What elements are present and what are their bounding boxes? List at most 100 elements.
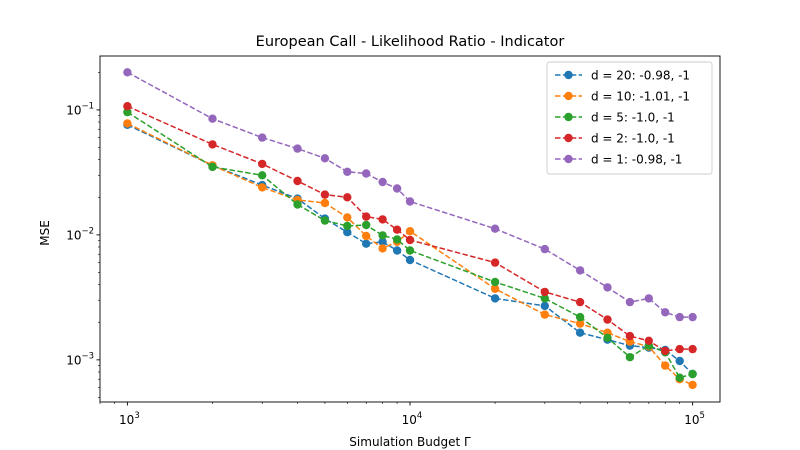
x-tick-label-2-exponent: 4 [417, 411, 422, 421]
data-point-s5-12 [540, 244, 549, 254]
data-point-s3-11 [490, 277, 500, 287]
data-point-s4-1 [123, 102, 132, 111]
x-tick-label-2: 104 [402, 411, 423, 427]
data-point-s5-17 [661, 308, 670, 317]
y-tick-label-3-exponent: −1 [81, 101, 94, 111]
data-point-s4-2 [208, 140, 217, 149]
data-point-s3-5 [320, 216, 330, 225]
data-point-s3-3 [258, 171, 267, 180]
data-point-s2-10 [405, 227, 415, 236]
data-point-s1-7 [362, 239, 371, 248]
data-point-s4-15 [625, 331, 635, 341]
y-axis-label: MSE [38, 220, 52, 246]
data-point-s1-12 [540, 301, 549, 311]
y-tick-label-2: 10−2 [66, 226, 94, 242]
data-point-s3-14 [603, 333, 612, 342]
data-point-s4-17 [661, 346, 670, 356]
y-tick-label-3: 10−1 [66, 101, 94, 117]
data-point-s1-13 [575, 328, 585, 337]
legend-label-3: d = 5: -1.0, -1 [591, 110, 675, 124]
data-point-s1-8 [378, 237, 387, 246]
legend-label-5: d = 1: -0.98, -1 [591, 152, 682, 166]
legend-label-2: d = 10: -1.01, -1 [591, 89, 690, 103]
data-point-s5-1 [123, 68, 132, 77]
data-point-s2-7 [362, 231, 371, 241]
data-point-s3-2 [208, 162, 217, 172]
data-point-s4-4 [293, 176, 302, 186]
data-point-s5-7 [362, 169, 371, 178]
data-point-s4-6 [343, 193, 352, 202]
legend-box [546, 61, 713, 175]
data-point-s4-10 [405, 235, 415, 245]
chart-title: European Call - Likelihood Ratio - Indic… [256, 34, 565, 50]
y-tick-label-1-base: 10 [66, 353, 81, 367]
data-point-s2-19 [688, 380, 697, 390]
y-tick-label-2-exponent: −2 [81, 226, 94, 236]
y-tick-label-1: 10−3 [66, 351, 94, 367]
data-point-s4-8 [378, 215, 387, 224]
data-point-s4-19 [688, 344, 697, 354]
data-point-s3-18 [675, 373, 684, 382]
data-point-s3-6 [343, 221, 352, 231]
data-point-s1-9 [392, 246, 402, 255]
legend-marker-2 [564, 91, 573, 101]
x-tick-label-3-exponent: 5 [700, 411, 705, 421]
data-point-s5-2 [208, 114, 217, 123]
legend: d = 20: -0.98, -1 d = 10: -1.01, -1 d = 5:… [546, 61, 713, 175]
data-point-s3-15 [625, 353, 635, 362]
legend-marker-5 [564, 154, 573, 164]
x-tick-label-1: 103 [119, 411, 140, 427]
data-point-s1-10 [405, 255, 415, 265]
data-point-s2-11 [490, 284, 500, 293]
data-point-s2-17 [661, 361, 670, 370]
data-point-s5-8 [378, 177, 387, 187]
data-point-s5-16 [644, 294, 653, 303]
x-axis-label: Simulation Budget Γ [349, 435, 471, 449]
y-tick-label-3-base: 10 [66, 103, 81, 117]
legend-marker-3 [564, 112, 573, 122]
data-point-s4-14 [603, 315, 612, 324]
data-point-s1-6 [343, 228, 352, 237]
legend-marker-4 [564, 133, 573, 143]
data-point-s2-13 [575, 319, 585, 328]
data-point-s1-11 [490, 294, 500, 303]
data-point-s5-18 [675, 312, 684, 322]
x-tick-label-2-base: 10 [402, 413, 417, 427]
data-point-s3-9 [392, 235, 402, 244]
data-point-s4-18 [675, 344, 684, 354]
plot-area [123, 68, 697, 390]
data-point-s2-5 [320, 198, 330, 208]
data-point-s4-9 [392, 225, 402, 234]
data-point-s3-4 [293, 200, 302, 209]
data-point-s3-7 [362, 220, 371, 230]
x-tick-label-1-base: 10 [119, 413, 134, 427]
data-point-s5-6 [343, 167, 352, 176]
data-point-s5-14 [603, 283, 612, 292]
data-point-s2-3 [258, 183, 267, 192]
data-point-s3-1 [123, 107, 132, 117]
data-point-s3-13 [575, 312, 585, 322]
data-point-s1-18 [675, 356, 684, 366]
y-tick-label-1-exponent: −3 [81, 351, 94, 361]
data-point-s5-5 [320, 154, 330, 163]
legend-marker-1 [564, 70, 573, 80]
data-point-s3-19 [688, 369, 697, 379]
data-point-s4-5 [320, 190, 330, 199]
data-point-s2-8 [378, 244, 387, 253]
data-point-s5-9 [392, 184, 402, 193]
x-tick-label-3: 105 [684, 411, 705, 427]
x-tick-label-1-exponent: 3 [134, 411, 139, 421]
data-point-s5-10 [405, 197, 415, 206]
data-point-s5-11 [490, 224, 500, 233]
data-point-s3-8 [378, 231, 387, 240]
legend-label-4: d = 2: -1.0, -1 [591, 131, 675, 145]
data-point-s2-6 [343, 213, 352, 222]
data-point-s5-13 [575, 266, 585, 275]
data-point-s5-15 [625, 297, 635, 307]
data-point-s5-3 [258, 133, 267, 142]
x-tick-label-3-base: 10 [684, 413, 699, 427]
data-point-s4-3 [258, 159, 267, 169]
data-point-s4-12 [540, 287, 549, 297]
